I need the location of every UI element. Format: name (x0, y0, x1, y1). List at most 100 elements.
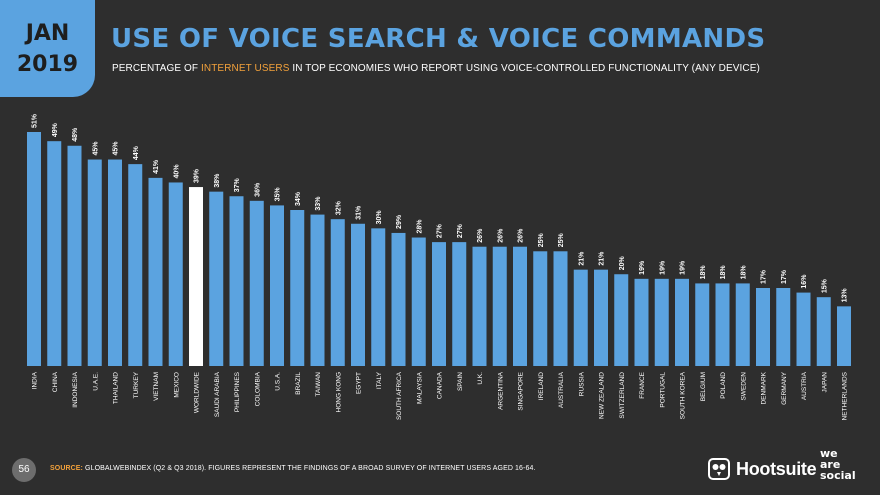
bar-italy (371, 228, 386, 366)
data-label: 48% (72, 127, 79, 142)
category-label: AUSTRIA (801, 371, 808, 400)
category-label: BELGIUM (700, 372, 707, 401)
bar-spain (452, 242, 467, 366)
bar-colombia (249, 200, 264, 366)
category-label: JAPAN (821, 372, 828, 393)
data-label: 26% (518, 228, 525, 243)
category-label: POLAND (720, 372, 727, 399)
bar-u-k (472, 246, 487, 366)
data-label: 37% (234, 177, 241, 192)
data-label: 38% (214, 173, 221, 188)
data-label: 40% (173, 164, 180, 179)
bar-new-zealand (594, 269, 608, 366)
date-year: 2019 (16, 52, 79, 77)
category-label: SOUTH KOREA (680, 371, 687, 419)
logo-social: social (820, 469, 856, 482)
owl-icon (708, 458, 730, 480)
data-label: 17% (781, 269, 788, 284)
category-label: VIETNAM (153, 372, 160, 401)
bar-worldwide (189, 187, 203, 366)
category-label: IRELAND (538, 372, 545, 400)
hootsuite-wordmark: Hootsuite (736, 458, 817, 479)
bar-singapore (513, 246, 527, 366)
category-label: PHILIPPINES (234, 371, 241, 412)
logo-we: we (820, 447, 838, 460)
source-text: GLOBALWEBINDEX (Q2 & Q3 2018). FIGURES R… (82, 465, 536, 472)
data-label: 35% (275, 187, 282, 202)
bar-ireland (533, 251, 548, 366)
data-label: 18% (740, 265, 747, 280)
data-label: 19% (659, 260, 666, 275)
data-label: 31% (356, 205, 363, 220)
bar-netherlands (837, 306, 851, 366)
category-label: SINGAPORE (518, 371, 525, 410)
logo-are: are (820, 458, 841, 471)
page-title: USE OF VOICE SEARCH & VOICE COMMANDS (111, 24, 766, 54)
bar-u-s-a (270, 205, 284, 366)
bar-japan (816, 297, 831, 366)
bar-portugal (654, 278, 669, 366)
bar-malaysia (411, 237, 426, 366)
bar-russia (573, 269, 588, 366)
category-label: MALAYSIA (416, 371, 423, 404)
category-label: WORLDWIDE (194, 371, 201, 413)
we-are-social-logo: we are social (820, 448, 856, 481)
bar-indonesia (67, 145, 82, 366)
bar-egypt (351, 223, 365, 366)
data-label: 39% (194, 168, 201, 183)
category-label: SWEDEN (740, 372, 747, 401)
data-label: 32% (335, 200, 342, 215)
category-label: FRANCE (639, 371, 646, 398)
date-month: JAN (25, 21, 70, 46)
category-label: CHINA (52, 371, 59, 392)
bar-hong-kong (330, 219, 345, 366)
category-label: U.A.E. (92, 372, 99, 391)
data-label: 21% (599, 251, 606, 266)
bar-sweden (735, 283, 750, 366)
bar-switzerland (614, 274, 629, 366)
category-label: HONG KONG (335, 372, 342, 412)
bar-belgium (695, 283, 710, 366)
bar-u-a-e (87, 159, 102, 366)
category-label: TAIWAN (315, 372, 322, 397)
data-label: 34% (295, 191, 302, 206)
data-label: 45% (113, 141, 120, 156)
category-label: COLOMBIA (254, 371, 261, 406)
category-label: SAUDI ARABIA (214, 371, 221, 417)
data-label: 26% (477, 228, 484, 243)
data-label: 25% (558, 233, 565, 248)
bar-brazil (290, 210, 305, 366)
data-label: 26% (497, 228, 504, 243)
source-label: SOURCE: (50, 465, 83, 472)
bar-austria (796, 292, 811, 366)
category-label: THAILAND (113, 372, 120, 404)
data-label: 15% (821, 278, 828, 293)
bar-china (47, 141, 62, 366)
category-label: EGYPT (356, 372, 363, 394)
category-label: AUSTRALIA (558, 371, 565, 408)
bar-mexico (168, 182, 183, 366)
subtitle-highlight: INTERNET USERS (201, 63, 290, 74)
category-label: SPAIN (457, 372, 464, 391)
bar-argentina (492, 246, 507, 366)
category-label: CANADA (437, 371, 444, 399)
bar-vietnam (148, 177, 163, 366)
data-label: 36% (254, 182, 261, 197)
data-label: 19% (639, 260, 646, 275)
bar-taiwan (310, 214, 325, 366)
data-label: 27% (437, 223, 444, 238)
data-label: 13% (842, 288, 849, 303)
data-label: 27% (457, 223, 464, 238)
bar-south-korea (675, 278, 689, 366)
category-label: PORTUGAL (659, 372, 666, 408)
category-label: INDONESIA (72, 371, 79, 407)
data-label: 41% (153, 159, 160, 174)
bar-south-africa (391, 232, 406, 366)
bar-india (27, 132, 41, 366)
data-label: 18% (700, 265, 707, 280)
category-label: SWITZERLAND (619, 372, 626, 419)
data-label: 25% (538, 233, 545, 248)
data-label: 16% (801, 274, 808, 289)
data-label: 30% (376, 210, 383, 225)
